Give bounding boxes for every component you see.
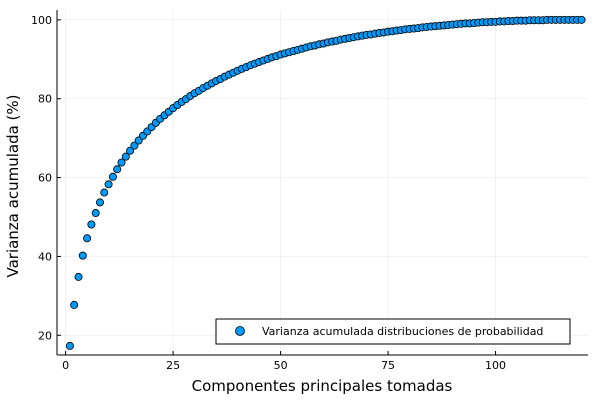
legend-entry: Varianza acumulada distribuciones de pro… (262, 325, 543, 338)
data-point (83, 234, 92, 243)
data-point (108, 172, 117, 181)
y-tick-label: 60 (38, 172, 52, 185)
data-point (100, 188, 109, 197)
y-tick-label: 100 (31, 14, 52, 27)
data-point (113, 165, 122, 174)
data-point (130, 141, 139, 150)
data-point (70, 300, 79, 309)
data-point (91, 209, 100, 218)
x-tick-label: 25 (166, 359, 180, 372)
legend-marker (235, 326, 245, 336)
data-point (577, 15, 586, 24)
grid (57, 10, 588, 355)
y-tick-label: 40 (38, 250, 52, 263)
tick-labels: 0 25 50 75 100 20 40 60 80 100 (31, 14, 506, 372)
x-tick-label: 100 (485, 359, 506, 372)
data-point (65, 341, 74, 350)
y-tick-label: 20 (38, 329, 52, 342)
x-tick-label: 75 (381, 359, 395, 372)
data-point (87, 220, 96, 229)
data-point (95, 198, 104, 207)
axes (56, 10, 588, 356)
data-point (117, 158, 126, 167)
data-point (78, 251, 87, 260)
data-point (74, 272, 83, 281)
y-tick-label: 80 (38, 93, 52, 106)
x-tick-label: 50 (274, 359, 288, 372)
x-tick-label: 0 (62, 359, 69, 372)
legend: Varianza acumulada distribuciones de pro… (215, 318, 571, 345)
data-point (126, 146, 135, 155)
data-point (104, 180, 113, 189)
legend-box (215, 318, 571, 345)
y-axis-title: Varianza acumulada (%) (4, 94, 22, 277)
data-points (65, 15, 586, 350)
x-axis-title: Componentes principales tomadas (192, 377, 453, 395)
data-point (121, 152, 130, 161)
